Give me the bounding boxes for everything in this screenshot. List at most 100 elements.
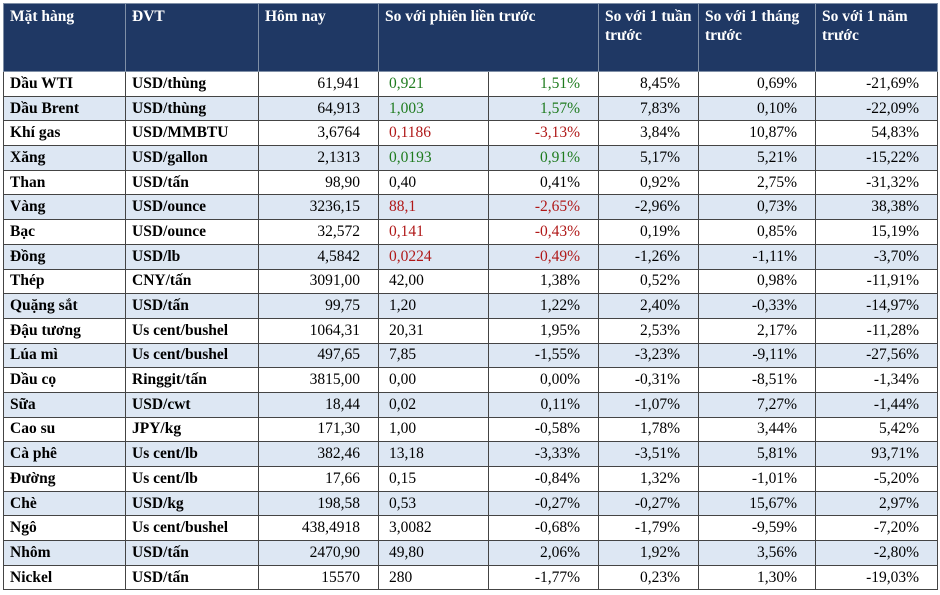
table-cell: Ngô (3, 515, 126, 542)
table-cell: 0,11% (487, 391, 600, 418)
table-cell: Dầu WTI (3, 71, 126, 97)
table-cell: Ringgit/tấn (125, 367, 259, 393)
table-cell: 280 (378, 564, 489, 591)
table-cell: Us cent/lb (125, 466, 259, 492)
table-cell: 2,53% (598, 317, 700, 344)
commodity-table: Mặt hàng ĐVT Hôm nay So với phiên liền trướ… (3, 3, 939, 591)
table-cell: 0,15 (378, 466, 489, 492)
table-cell: Dầu cọ (3, 367, 126, 393)
table-cell: -0,49% (487, 243, 600, 270)
header-cell: Mặt hàng (3, 3, 126, 72)
table-cell: 3091,00 (258, 268, 379, 295)
table-cell: 0,53 (378, 490, 489, 517)
table-cell: 3815,00 (258, 367, 379, 393)
table-cell: -5,20% (815, 466, 939, 492)
table-cell: 1,38% (487, 268, 600, 295)
table-cell: -14,97% (815, 293, 939, 319)
table-cell: 2,06% (487, 540, 600, 566)
table-cell: USD/ounce (125, 219, 259, 245)
table-cell: -1,44% (815, 391, 939, 418)
table-cell: Đậu tương (3, 317, 126, 344)
table-cell: 99,75 (258, 293, 379, 319)
table-cell: 2,75% (698, 169, 817, 196)
table-cell: -1,01% (698, 466, 817, 492)
table-cell: USD/lb (125, 243, 259, 270)
table-cell: USD/tấn (125, 293, 259, 319)
table-cell: 1,92% (598, 540, 700, 566)
table-cell: -3,70% (815, 243, 939, 270)
table-cell: 54,83% (815, 120, 939, 147)
table-row: Nickel USD/tấn 15570 280 -1,77% 0,23% 1,30% -19… (3, 564, 939, 591)
table-cell: 0,1186 (378, 120, 489, 147)
table-cell: Than (3, 169, 126, 196)
table-cell: Nhôm (3, 540, 126, 566)
table-row: Đường Us cent/lb 17,66 0,15 -0,84% 1,32% -1,01… (3, 466, 939, 492)
table-cell: Bạc (3, 219, 126, 245)
table-cell: -1,79% (598, 515, 700, 542)
header-cell: ĐVT (125, 3, 259, 72)
table-row: Quặng sắt USD/tấn 99,75 1,20 1,22% 2,40% -0,33… (3, 293, 939, 319)
table-row: Vàng USD/ounce 3236,15 88,1 -2,65% -2,96% 0,73… (3, 194, 939, 221)
table-cell: 10,87% (698, 120, 817, 147)
table-cell: 61,941 (258, 71, 379, 97)
table-cell: Us cent/lb (125, 441, 259, 467)
table-cell: 0,0193 (378, 145, 489, 171)
table-cell: -3,51% (598, 441, 700, 467)
table-cell: 3,6764 (258, 120, 379, 147)
table-cell: 2,1313 (258, 145, 379, 171)
table-cell: 2470,90 (258, 540, 379, 566)
table-cell: Us cent/bushel (125, 342, 259, 369)
table-cell: 32,572 (258, 219, 379, 245)
table-cell: -15,22% (815, 145, 939, 171)
table-cell: 198,58 (258, 490, 379, 517)
table-cell: 1,22% (487, 293, 600, 319)
table-row: Chè USD/kg 198,58 0,53 -0,27% -0,27% 15,67% 2,9… (3, 490, 939, 517)
table-cell: -0,27% (487, 490, 600, 517)
table-cell: USD/thùng (125, 95, 259, 122)
table-wrap: Mặt hàng ĐVT Hôm nay So với phiên liền trướ… (3, 3, 939, 591)
table-cell: 3,84% (598, 120, 700, 147)
header-cell: So với phiên liền trước (377, 3, 600, 72)
table-cell: 1064,31 (258, 317, 379, 344)
table-cell: 0,141 (378, 219, 489, 245)
table-cell: 15,19% (815, 219, 939, 245)
table-cell: 382,46 (258, 441, 379, 467)
table-cell: 7,27% (698, 391, 817, 418)
table-cell: Đồng (3, 243, 126, 270)
table-row: Ngô Us cent/bushel 438,4918 3,0082 -0,68% -1,… (3, 515, 939, 542)
table-cell: 171,30 (258, 416, 379, 443)
table-cell: 0,00% (487, 367, 600, 393)
table-cell: -1,26% (598, 243, 700, 270)
table-cell: -3,23% (598, 342, 700, 369)
table-row: Khí gas USD/MMBTU 3,6764 0,1186 -3,13% 3,84% 1… (3, 120, 939, 147)
table-cell: 7,83% (598, 95, 700, 122)
table-cell: USD/tấn (125, 169, 259, 196)
table-cell: USD/gallon (125, 145, 259, 171)
table-cell: Us cent/bushel (125, 317, 259, 344)
table-row: Lúa mì Us cent/bushel 497,65 7,85 -1,55% -3,2… (3, 342, 939, 369)
table-cell: 5,17% (598, 145, 700, 171)
table-cell: 0,02 (378, 391, 489, 418)
table-cell: 88,1 (378, 194, 489, 221)
table-cell: -0,31% (598, 367, 700, 393)
table-row: Dầu cọ Ringgit/tấn 3815,00 0,00 0,00% -0,31% -… (3, 367, 939, 393)
table-cell: 1,78% (598, 416, 700, 443)
table-cell: 42,00 (378, 268, 489, 295)
table-cell: Cao su (3, 416, 126, 443)
table-cell: -21,69% (815, 71, 939, 97)
table-cell: 0,921 (378, 71, 489, 97)
table-cell: -7,20% (815, 515, 939, 542)
table-cell: -0,27% (598, 490, 700, 517)
table-cell: 1,00 (378, 416, 489, 443)
table-cell: 98,90 (258, 169, 379, 196)
table-cell: -9,59% (698, 515, 817, 542)
table-cell: -11,91% (815, 268, 939, 295)
table-cell: 0,69% (698, 71, 817, 97)
table-cell: -0,58% (487, 416, 600, 443)
table-cell: Cà phê (3, 441, 126, 467)
table-cell: 7,85 (378, 342, 489, 369)
table-body: Dầu WTI USD/thùng 61,941 0,921 1,51% 8,45% 0,6… (3, 71, 939, 591)
table-cell: Us cent/bushel (125, 515, 259, 542)
table-cell: 1,003 (378, 95, 489, 122)
